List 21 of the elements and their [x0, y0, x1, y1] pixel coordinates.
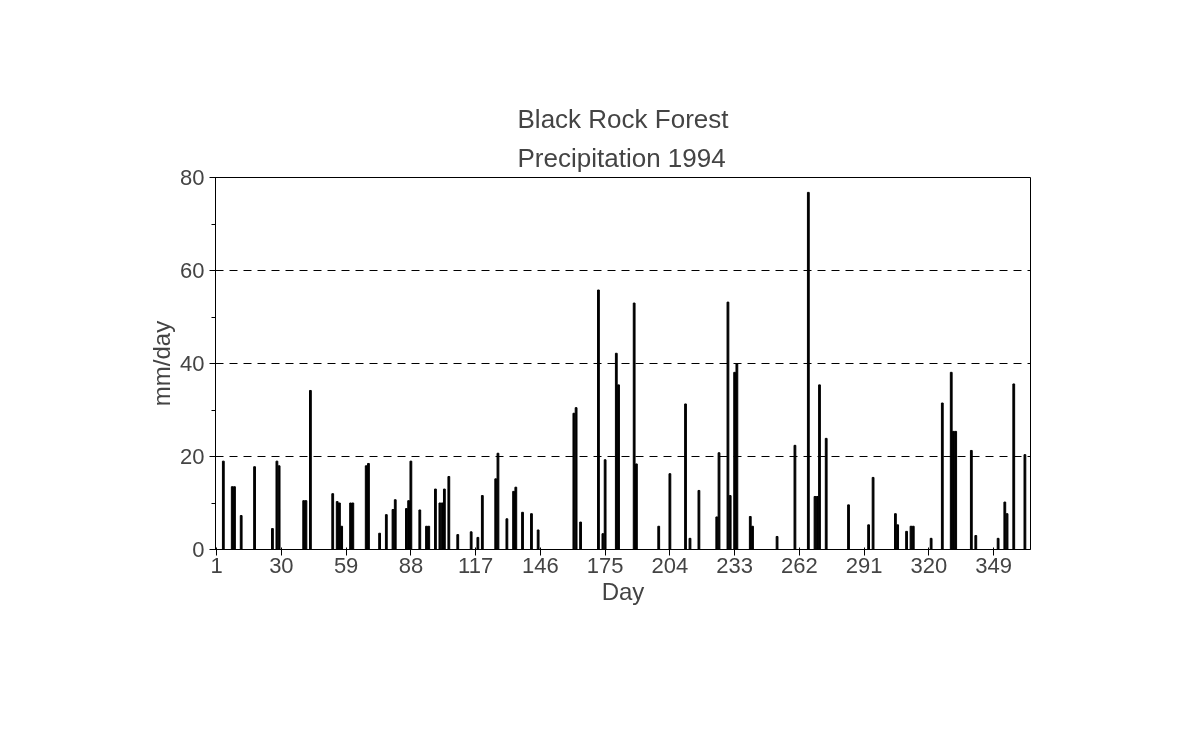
x-tick-label: 30 — [269, 552, 294, 578]
chart-title: Black Rock Forest Precipitation 1994 — [517, 103, 730, 173]
x-tick-label: 204 — [651, 552, 689, 578]
x-tick-label: 146 — [522, 552, 559, 578]
x-tick-label: 349 — [975, 552, 1013, 578]
x-tick-label: 88 — [398, 552, 424, 578]
x-tick-label: 262 — [781, 552, 818, 578]
x-tick-label: 1 — [210, 552, 223, 578]
y-tick-label: 0 — [192, 537, 205, 562]
x-tick-label: 117 — [458, 552, 494, 578]
y-tick-label: 20 — [180, 444, 205, 469]
x-tick-label: 291 — [845, 552, 883, 578]
x-tick-label: 320 — [910, 552, 948, 578]
x-tick-label: 175 — [586, 552, 624, 578]
y-axis-title: mm/day — [148, 320, 176, 407]
x-tick-label: 233 — [716, 552, 754, 578]
x-axis-title: Day — [601, 577, 645, 605]
y-tick-label: 80 — [180, 165, 205, 190]
x-tick-label: 59 — [333, 552, 359, 578]
y-tick-label: 40 — [180, 351, 205, 376]
y-tick-label: 60 — [180, 258, 205, 283]
